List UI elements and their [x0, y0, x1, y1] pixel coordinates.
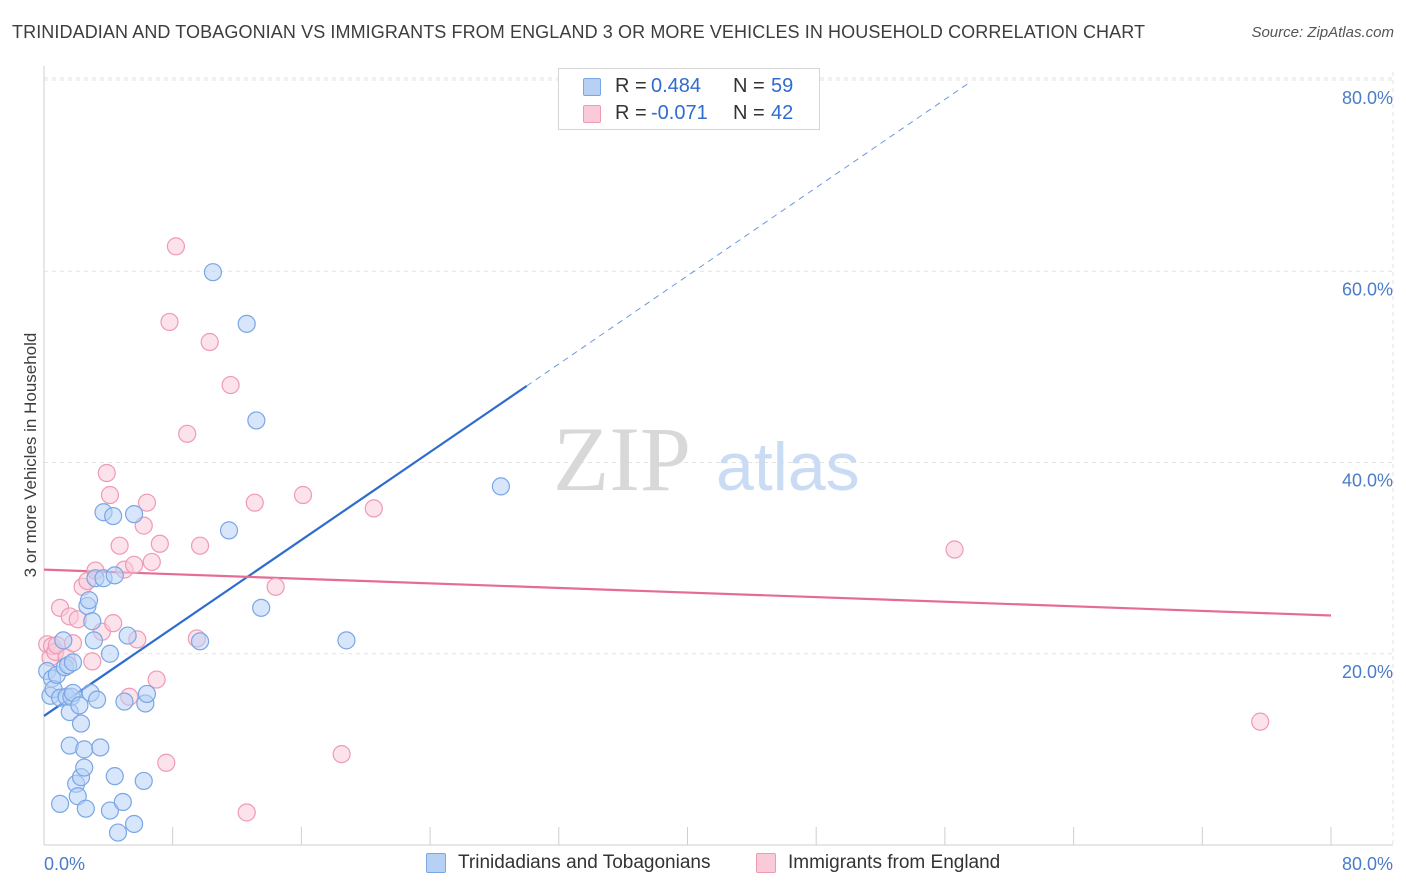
- data-point-trinidadian: [75, 740, 94, 759]
- chart-title: TRINIDADIAN AND TOBAGONIAN VS IMMIGRANTS…: [12, 22, 1146, 42]
- data-point-england: [200, 332, 219, 352]
- data-point-england: [150, 534, 169, 553]
- data-point-trinidadian: [124, 814, 144, 834]
- source-credit: Source: ZipAtlas.com: [1251, 24, 1394, 41]
- data-point-trinidadian: [91, 738, 110, 757]
- watermark-atlas: atlas: [716, 429, 860, 505]
- watermark-zip: ZIP: [553, 408, 691, 510]
- x-tick-label-max: 80.0%: [1342, 854, 1393, 874]
- data-point-trinidadian: [76, 799, 95, 818]
- y-tick-labels: 20.0% 40.0% 60.0% 80.0%: [1342, 88, 1393, 682]
- watermark: ZIP atlas: [553, 408, 860, 510]
- data-point-england: [142, 552, 161, 572]
- data-point-trinidadian: [100, 644, 120, 663]
- y-axis-title: 3 or more Vehicles in Household: [21, 333, 40, 578]
- trend-line-england: [43, 568, 1332, 617]
- data-point-trinidadian: [247, 411, 266, 430]
- data-point-england: [104, 614, 123, 633]
- data-point-trinidadian: [71, 714, 91, 733]
- data-point-england: [166, 237, 186, 256]
- data-point-trinidadian: [134, 771, 153, 791]
- series-label: Immigrants from England: [788, 852, 1001, 873]
- data-point-trinidadian: [79, 591, 99, 610]
- x-tick-label-min: 0.0%: [44, 854, 85, 874]
- series-label: Trinidadians and Tobagonians: [458, 852, 711, 873]
- series-swatch-pink: [756, 853, 776, 873]
- data-point-trinidadian: [87, 690, 107, 709]
- legend-r-label: R =: [615, 102, 647, 124]
- data-point-trinidadian: [104, 506, 123, 526]
- data-point-trinidadian: [63, 653, 83, 672]
- series-swatch-blue: [426, 853, 446, 873]
- data-point-england: [293, 485, 313, 505]
- data-point-trinidadian: [108, 823, 128, 842]
- data-point-england: [945, 540, 964, 559]
- data-point-trinidadian: [70, 696, 89, 715]
- data-point-trinidadian: [237, 314, 256, 333]
- data-point-trinidadian: [83, 612, 102, 631]
- y-tick-label: 20.0%: [1342, 662, 1393, 682]
- x-tick-labels: 0.0% 80.0%: [44, 854, 1393, 874]
- data-point-trinidadian: [203, 263, 223, 282]
- legend-n-label: N =: [733, 75, 765, 97]
- legend-n-value: 42: [771, 102, 794, 124]
- data-point-england: [266, 577, 285, 596]
- trend-line-trinidadian: [43, 385, 528, 717]
- data-point-trinidadian: [50, 794, 70, 813]
- data-point-england: [178, 424, 197, 443]
- data-point-trinidadian: [100, 801, 120, 820]
- data-point-trinidadian: [252, 598, 271, 617]
- y-tick-label: 40.0%: [1342, 471, 1393, 491]
- data-point-trinidadian: [105, 566, 124, 585]
- trend-lines: [43, 82, 1332, 717]
- legend-swatch-pink: [583, 105, 601, 123]
- trend-line-trinidadian-extension: [526, 82, 970, 387]
- data-point-england: [147, 670, 166, 689]
- y-tick-label: 80.0%: [1342, 88, 1393, 108]
- data-point-trinidadian: [137, 684, 157, 704]
- data-point-england: [83, 652, 102, 671]
- data-point-trinidadian: [491, 477, 510, 496]
- data-point-trinidadian: [105, 767, 124, 786]
- data-point-trinidadian: [124, 505, 144, 524]
- data-point-england: [157, 753, 176, 772]
- data-point-trinidadian: [54, 631, 73, 650]
- stats-legend: R = 0.484 N = 59 R = -0.071 N = 42: [558, 68, 820, 130]
- data-point-england: [237, 803, 256, 822]
- data-point-england: [332, 745, 351, 764]
- data-point-england: [110, 536, 129, 555]
- data-point-england: [100, 485, 120, 505]
- data-point-trinidadian: [118, 626, 137, 645]
- data-point-trinidadian: [219, 521, 239, 540]
- data-point-england: [221, 375, 240, 395]
- data-point-trinidadian: [337, 631, 356, 650]
- y-tick-label: 60.0%: [1342, 279, 1393, 299]
- data-point-england: [124, 555, 144, 574]
- data-point-trinidadian: [113, 792, 132, 812]
- data-points: [38, 237, 1270, 842]
- data-point-england: [97, 463, 116, 483]
- legend-r-label: R =: [615, 75, 647, 97]
- legend-r-value: -0.071: [651, 102, 708, 124]
- data-point-england: [1251, 712, 1270, 731]
- data-point-england: [137, 493, 157, 512]
- data-point-england: [190, 536, 210, 555]
- data-point-trinidadian: [190, 632, 210, 651]
- data-point-trinidadian: [75, 758, 94, 777]
- legend-swatch-blue: [583, 78, 601, 96]
- legend-r-value: 0.484: [651, 75, 702, 97]
- legend-n-label: N =: [733, 102, 765, 124]
- data-point-trinidadian: [84, 631, 103, 650]
- data-point-england: [245, 493, 264, 512]
- data-point-england: [160, 312, 179, 332]
- legend-n-value: 59: [771, 75, 794, 97]
- data-point-england: [364, 499, 383, 518]
- data-point-trinidadian: [115, 692, 134, 711]
